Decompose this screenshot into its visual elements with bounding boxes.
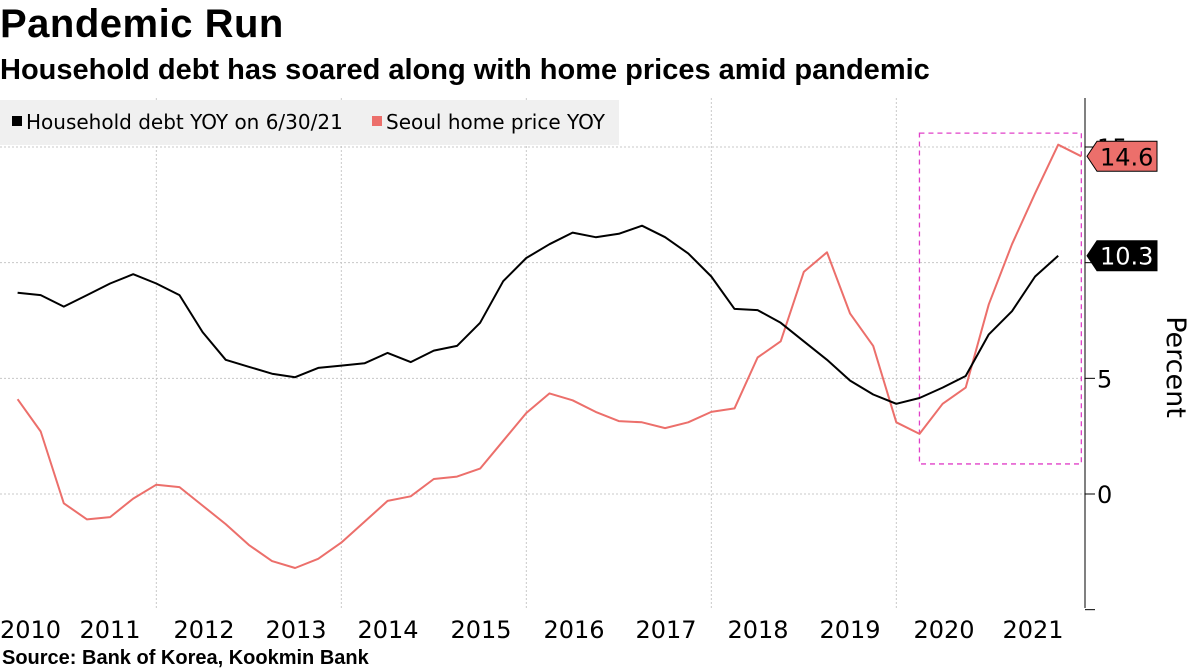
- legend-label-seoul: Seoul home price YOY: [386, 110, 606, 134]
- value-tag-seoul-home-price-label: 14.6: [1100, 143, 1153, 171]
- axis-layer: 0515201020112012201320142015201620172018…: [0, 98, 1128, 644]
- series-line-seoul-home-price: [16, 143, 1082, 569]
- x-tick-label: 2011: [79, 616, 140, 644]
- chart-title: Pandemic Run: [0, 2, 284, 46]
- y-tick-label: 5: [1097, 365, 1112, 393]
- legend: Household debt YOY on 6/30/21 Seoul home…: [12, 110, 606, 134]
- x-tick-label: 2015: [450, 616, 511, 644]
- x-tick-label: 2014: [357, 616, 418, 644]
- series-layer: [16, 143, 1082, 569]
- chart-subtitle: Household debt has soared along with hom…: [0, 54, 930, 86]
- x-tick-label: 2013: [265, 616, 326, 644]
- x-tick-label: 2016: [543, 616, 604, 644]
- y-tick-label: 0: [1097, 481, 1112, 509]
- x-tick-label: 2012: [173, 616, 234, 644]
- x-tick-label: 2019: [819, 616, 880, 644]
- legend-swatch-debt: [12, 116, 22, 126]
- grid-layer: [0, 98, 1085, 608]
- value-tag-seoul-home-price: 14.6: [1086, 140, 1158, 172]
- value-tag-household-debt-label: 10.3: [1100, 243, 1153, 271]
- x-tick-label: 2010: [0, 616, 61, 644]
- value-tag-household-debt: 10.3: [1086, 240, 1158, 272]
- value-tag-household-debt-shape: [1086, 240, 1158, 272]
- x-tick-label: 2017: [635, 616, 696, 644]
- source-note: Source: Bank of Korea, Kookmin Bank: [2, 647, 369, 669]
- value-tags: 10.3 14.6: [1086, 140, 1158, 272]
- series-line-household-debt: [17, 224, 1059, 405]
- y-axis-label: Percent: [1160, 316, 1191, 418]
- legend-background: [0, 100, 619, 145]
- highlight-layer: [918, 132, 1082, 465]
- x-tick-label: 2021: [1002, 616, 1063, 644]
- highlight-box: [918, 132, 1082, 465]
- legend-swatch-seoul: [372, 116, 382, 126]
- x-tick-label: 2020: [913, 616, 974, 644]
- value-tag-seoul-home-price-shape: [1086, 140, 1158, 172]
- legend-label-debt: Household debt YOY on 6/30/21: [26, 110, 343, 134]
- x-tick-label: 2018: [727, 616, 788, 644]
